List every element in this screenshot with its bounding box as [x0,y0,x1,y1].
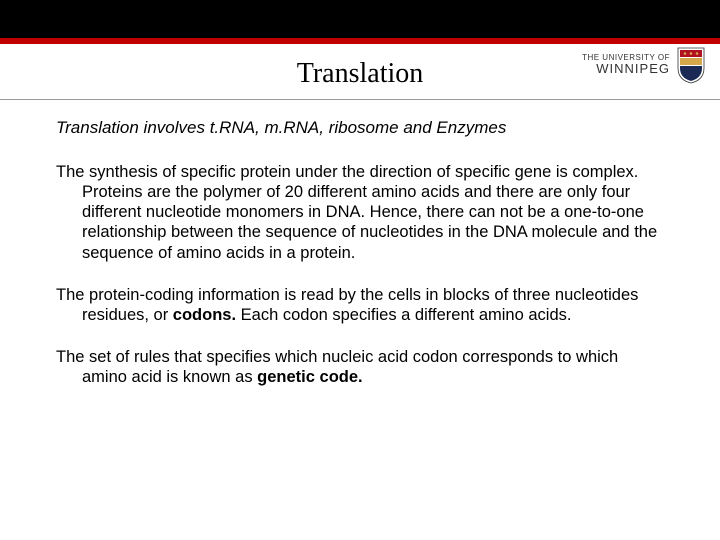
logo-text: THE UNIVERSITY OF WINNIPEG [582,54,670,76]
crest-icon [676,46,706,84]
header-row: Translation THE UNIVERSITY OF WINNIPEG [0,44,720,100]
top-band [0,0,720,44]
p3-bold: genetic code. [257,368,362,386]
content-area: Translation involves t.RNA, m.RNA, ribos… [0,100,720,387]
paragraph-1: The synthesis of specific protein under … [56,162,664,263]
p2-bold: codons. [173,306,236,324]
paragraph-2: The protein-coding information is read b… [56,285,664,325]
page-title: Translation [297,58,424,90]
p2-part-c: Each codon specifies a different amino a… [236,306,571,324]
paragraph-3: The set of rules that specifies which nu… [56,347,664,387]
logo-line2: WINNIPEG [582,62,670,76]
university-logo: THE UNIVERSITY OF WINNIPEG [582,46,706,84]
subtitle: Translation involves t.RNA, m.RNA, ribos… [56,118,664,138]
